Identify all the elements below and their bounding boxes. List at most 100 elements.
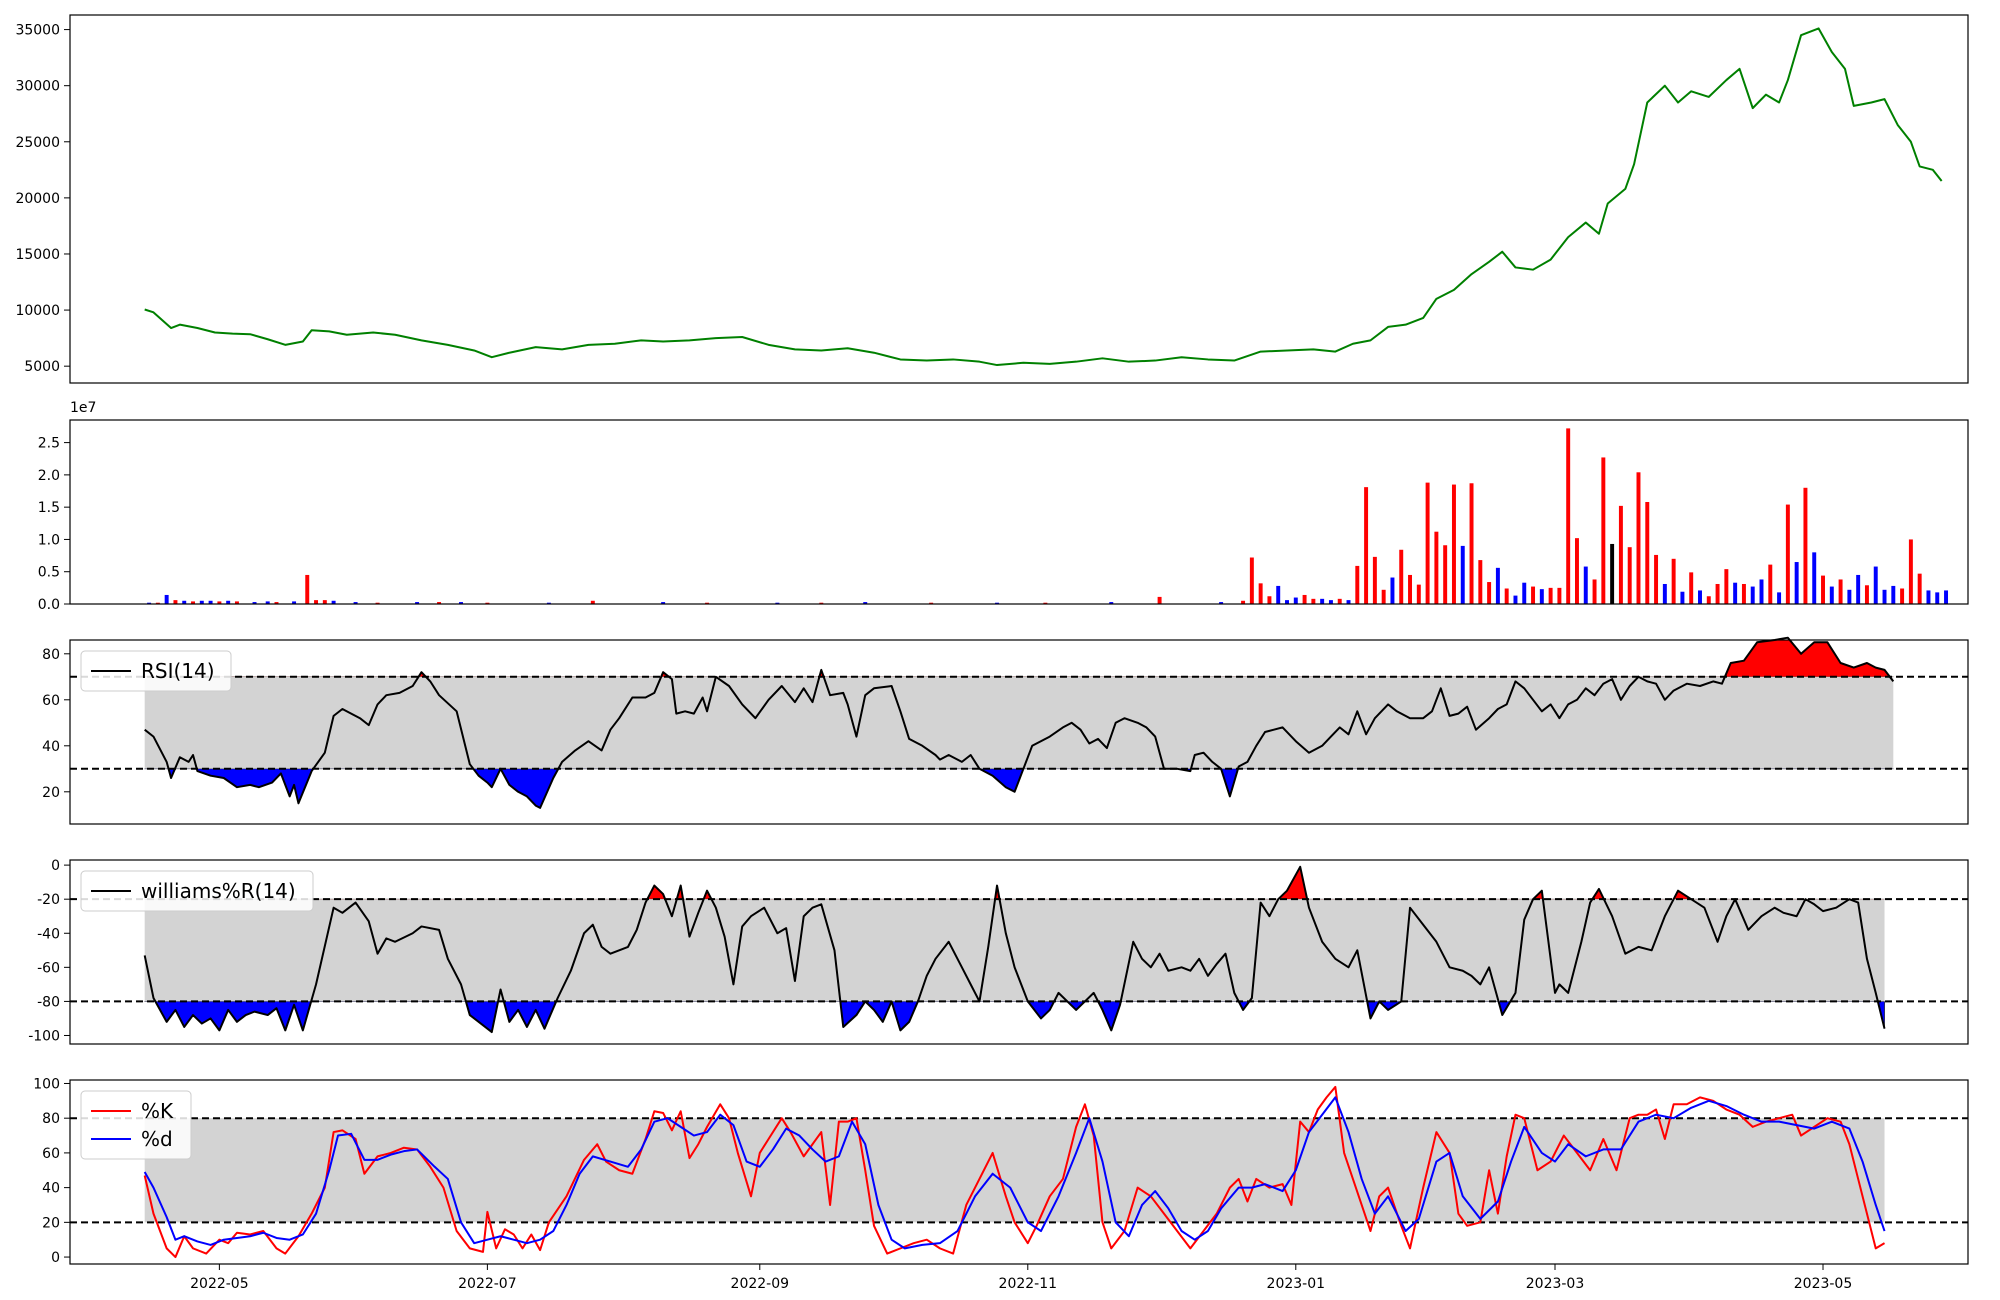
volume-bar	[1724, 569, 1729, 604]
stochastic-legend-label: %d	[141, 1127, 173, 1151]
rsi-ytick-label: 80	[42, 647, 60, 663]
volume-bar	[1320, 598, 1325, 604]
volume-bar	[1355, 565, 1360, 604]
volume-bar	[1733, 582, 1738, 604]
volume-bar	[1522, 582, 1527, 604]
volume-bar	[1495, 567, 1500, 604]
volume-bar	[1662, 583, 1667, 604]
volume-bar	[1829, 586, 1834, 604]
volume-bar	[1654, 554, 1659, 604]
stochastic-panel: 0 20 40 60 80 100 %K %d	[33, 1076, 1969, 1266]
stochastic-series-line-1	[143, 1096, 1886, 1250]
volume-bar	[1610, 543, 1615, 604]
x-tick-label: 2023-05	[1794, 1276, 1853, 1292]
volume-bar	[1425, 482, 1430, 604]
x-axis: 2022-05 2022-07 2022-09 2022-11 2023-01 2023-…	[190, 1264, 1852, 1292]
williams-ytick-label: -80	[37, 994, 60, 1010]
x-tick-label: 2022-11	[999, 1276, 1058, 1292]
stochastic-ytick-label: 0	[51, 1250, 60, 1266]
volume-bar	[1302, 594, 1307, 604]
volume-bar	[1258, 583, 1263, 604]
volume-bar	[1328, 600, 1333, 604]
volume-bar	[819, 602, 824, 604]
rsi-axes-frame	[69, 639, 1969, 825]
volume-bar	[415, 602, 420, 604]
volume-bar	[1574, 538, 1579, 604]
volume-bar	[1706, 596, 1711, 604]
volume-bar	[1601, 457, 1606, 604]
volume-bar	[459, 602, 464, 604]
volume-bar	[1908, 539, 1913, 604]
volume-bar	[1856, 574, 1861, 604]
volume-bar	[1460, 545, 1465, 604]
stochastic-legend-label: %K	[141, 1099, 174, 1123]
volume-bar	[863, 602, 868, 604]
volume-bar	[1821, 575, 1825, 604]
volume-bar	[1408, 574, 1413, 604]
volume-bar	[1944, 590, 1949, 604]
x-tick-label: 2022-09	[731, 1276, 790, 1292]
volume-bar	[1917, 573, 1922, 604]
volume-bar	[1285, 600, 1289, 604]
volume-bar	[1443, 545, 1448, 604]
volume-bar	[1531, 586, 1536, 604]
volume-bar	[1109, 602, 1114, 604]
volume-bar	[1566, 428, 1571, 604]
rsi-panel: 20 40 60 80 RSI(14)	[42, 636, 1969, 825]
volume-bar	[1645, 501, 1650, 604]
volume-bar	[1900, 588, 1905, 604]
williams-legend-label: williams%R(14)	[141, 879, 296, 903]
volume-bar	[1750, 586, 1755, 604]
volume-bar	[1451, 484, 1456, 604]
volume-bar	[661, 602, 666, 604]
stochastic-legend-box	[80, 1090, 192, 1160]
price-ytick-label: 15000	[15, 247, 60, 263]
volume-bar	[1891, 585, 1896, 604]
volume-bar	[1399, 549, 1404, 604]
volume-bar	[1803, 487, 1808, 604]
volume-ytick-label: 1.5	[38, 500, 60, 516]
volume-bar	[1838, 579, 1843, 604]
volume-bar	[274, 602, 279, 604]
rsi-series-line-0	[144, 636, 1895, 809]
volume-bar	[1627, 547, 1632, 604]
stochastic-ytick-label: 100	[33, 1076, 60, 1092]
rsi-legend-label: RSI(14)	[141, 659, 215, 683]
volume-bar	[1416, 584, 1421, 604]
volume-bar	[1434, 531, 1439, 604]
volume-bar	[1671, 558, 1676, 604]
volume-bar	[1157, 596, 1162, 604]
volume-bar	[375, 602, 380, 604]
volume-bar	[1267, 596, 1272, 604]
volume-bar	[1548, 587, 1553, 604]
volume-bar	[1759, 579, 1764, 604]
williams-ytick-label: -100	[28, 1028, 60, 1044]
price-axes-frame	[69, 14, 1969, 384]
stochastic-ytick-label: 40	[42, 1181, 60, 1197]
volume-bar	[1882, 589, 1887, 604]
volume-bar	[164, 594, 169, 604]
volume-bar	[331, 600, 336, 604]
volume-bar	[437, 602, 442, 604]
williams-panel: -100 -80 -60 -40 -20 0 williams%R(14)	[28, 858, 1969, 1045]
volume-bar	[1469, 483, 1474, 604]
price-panel: 5000 10000 15000 20000 25000 30000 35000	[15, 14, 1969, 384]
volume-bar	[1618, 505, 1623, 604]
williams-neutral-band	[144, 899, 1885, 1002]
volume-bar	[1812, 552, 1817, 604]
volume-bar	[1372, 556, 1377, 604]
x-tick-label: 2022-05	[190, 1276, 249, 1292]
volume-bar	[1539, 589, 1544, 604]
volume-bar	[1478, 560, 1483, 604]
volume-bar	[199, 600, 204, 604]
volume-bar	[1364, 487, 1369, 604]
volume-ytick-label: 0.5	[38, 565, 60, 581]
volume-bar	[1689, 572, 1694, 604]
volume-bar	[1337, 598, 1342, 604]
volume-bar	[1557, 587, 1562, 604]
volume-bar	[353, 602, 358, 604]
williams-ytick-label: -60	[37, 960, 60, 976]
williams-legend-box	[80, 870, 314, 912]
volume-bar	[217, 601, 222, 604]
